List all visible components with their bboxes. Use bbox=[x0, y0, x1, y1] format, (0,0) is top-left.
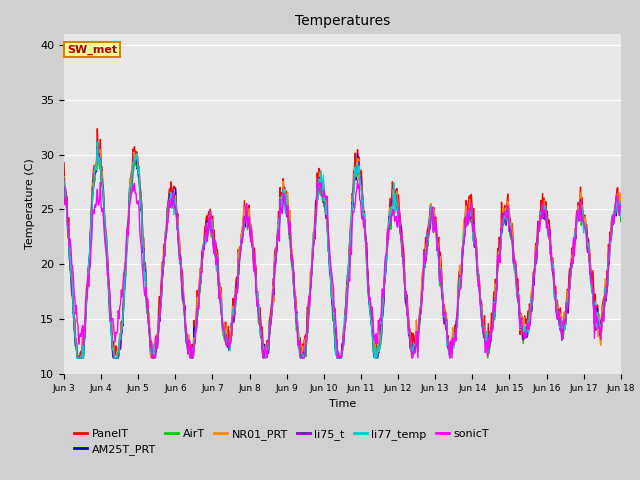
li75_t bbox=[617, 213, 625, 219]
NR01_PRT bbox=[617, 214, 625, 220]
sonicT bbox=[354, 177, 362, 183]
NR01_PRT bbox=[412, 343, 419, 349]
PanelT bbox=[412, 329, 419, 335]
AirT bbox=[186, 350, 193, 356]
PanelT bbox=[75, 355, 83, 361]
PanelT bbox=[93, 126, 101, 132]
Legend: PanelT, AM25T_PRT, AirT, NR01_PRT, li75_t, li77_temp, sonicT: PanelT, AM25T_PRT, AirT, NR01_PRT, li75_… bbox=[70, 424, 493, 460]
li77_temp bbox=[93, 139, 101, 144]
AirT bbox=[617, 219, 625, 225]
AM25T_PRT bbox=[186, 349, 193, 355]
AirT bbox=[215, 289, 223, 295]
NR01_PRT bbox=[60, 174, 68, 180]
AM25T_PRT bbox=[70, 325, 78, 331]
NR01_PRT bbox=[70, 317, 78, 323]
PanelT bbox=[186, 337, 193, 343]
sonicT bbox=[185, 337, 193, 343]
li77_temp bbox=[186, 350, 193, 356]
Line: AirT: AirT bbox=[64, 155, 621, 358]
sonicT bbox=[70, 288, 78, 294]
li75_t bbox=[70, 320, 78, 325]
sonicT bbox=[148, 355, 156, 361]
NR01_PRT bbox=[215, 286, 223, 291]
Line: li75_t: li75_t bbox=[64, 145, 621, 358]
sonicT bbox=[60, 183, 68, 189]
NR01_PRT bbox=[186, 352, 193, 358]
NR01_PRT bbox=[129, 159, 137, 165]
AirT bbox=[74, 355, 81, 361]
NR01_PRT bbox=[428, 214, 436, 220]
AM25T_PRT bbox=[412, 343, 419, 349]
AM25T_PRT bbox=[60, 179, 68, 185]
AM25T_PRT bbox=[617, 211, 625, 217]
Line: AM25T_PRT: AM25T_PRT bbox=[64, 141, 621, 358]
AM25T_PRT bbox=[215, 290, 223, 296]
Title: Temperatures: Temperatures bbox=[295, 14, 390, 28]
AirT bbox=[60, 174, 68, 180]
li75_t bbox=[215, 285, 223, 290]
li75_t bbox=[186, 347, 193, 352]
li75_t bbox=[74, 355, 82, 361]
sonicT bbox=[214, 270, 222, 276]
li77_temp bbox=[60, 178, 68, 184]
Line: NR01_PRT: NR01_PRT bbox=[64, 144, 621, 358]
AM25T_PRT bbox=[129, 160, 137, 166]
AM25T_PRT bbox=[74, 355, 82, 361]
X-axis label: Time: Time bbox=[329, 399, 356, 408]
PanelT bbox=[617, 204, 625, 210]
PanelT bbox=[428, 205, 436, 211]
sonicT bbox=[412, 348, 419, 353]
li77_temp bbox=[74, 355, 81, 361]
li77_temp bbox=[70, 315, 78, 321]
li77_temp bbox=[129, 164, 137, 169]
Line: PanelT: PanelT bbox=[64, 129, 621, 358]
AirT bbox=[70, 318, 78, 324]
AM25T_PRT bbox=[428, 209, 436, 215]
AirT bbox=[129, 167, 137, 172]
NR01_PRT bbox=[93, 141, 101, 146]
li75_t bbox=[412, 345, 419, 350]
Line: li77_temp: li77_temp bbox=[64, 142, 621, 358]
li75_t bbox=[93, 143, 101, 148]
PanelT bbox=[60, 160, 68, 166]
li77_temp bbox=[412, 340, 419, 346]
NR01_PRT bbox=[75, 355, 83, 361]
li75_t bbox=[60, 176, 68, 182]
li77_temp bbox=[428, 216, 436, 222]
PanelT bbox=[129, 146, 137, 152]
li75_t bbox=[428, 209, 436, 215]
AirT bbox=[93, 152, 101, 157]
li77_temp bbox=[617, 214, 625, 220]
Text: SW_met: SW_met bbox=[67, 44, 117, 55]
Y-axis label: Temperature (C): Temperature (C) bbox=[24, 158, 35, 250]
sonicT bbox=[617, 204, 625, 209]
PanelT bbox=[215, 280, 223, 286]
PanelT bbox=[70, 315, 78, 321]
AirT bbox=[428, 212, 436, 217]
Line: sonicT: sonicT bbox=[64, 180, 621, 358]
li77_temp bbox=[215, 288, 223, 293]
li75_t bbox=[129, 164, 137, 169]
sonicT bbox=[428, 207, 436, 213]
AirT bbox=[412, 348, 419, 353]
AM25T_PRT bbox=[93, 138, 101, 144]
sonicT bbox=[127, 190, 135, 196]
